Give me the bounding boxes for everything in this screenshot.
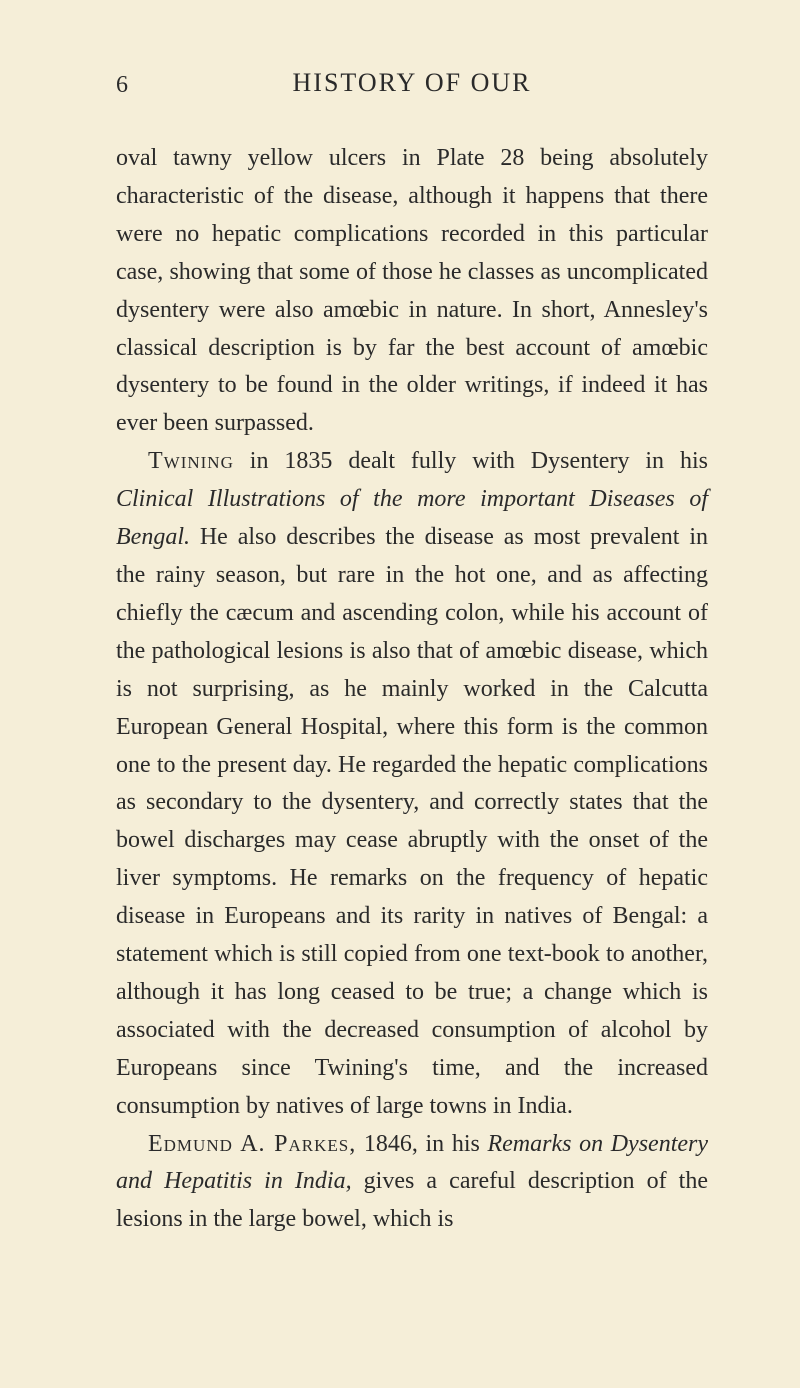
p3-author-name: Edmund A. Parkes, xyxy=(148,1131,356,1157)
page-header: HISTORY OF OUR xyxy=(116,68,708,98)
p2-text-1: in 1835 dealt fully with Dysentery in hi… xyxy=(234,448,708,474)
body-text-block: oval tawny yellow ulcers in Plate 28 bei… xyxy=(116,140,708,1239)
p2-author-name: Twining xyxy=(148,448,234,474)
p3-text-1: 1846, in his xyxy=(356,1131,487,1157)
p2-text-2: He also describes the disease as most pr… xyxy=(116,524,708,1119)
p1-text: oval tawny yellow ulcers in Plate 28 bei… xyxy=(116,145,708,436)
paragraph-2: Twining in 1835 dealt fully with Dysente… xyxy=(116,443,708,1125)
page-number: 6 xyxy=(116,72,128,99)
paragraph-3: Edmund A. Parkes, 1846, in his Remarks o… xyxy=(116,1126,708,1240)
paragraph-1: oval tawny yellow ulcers in Plate 28 bei… xyxy=(116,140,708,443)
